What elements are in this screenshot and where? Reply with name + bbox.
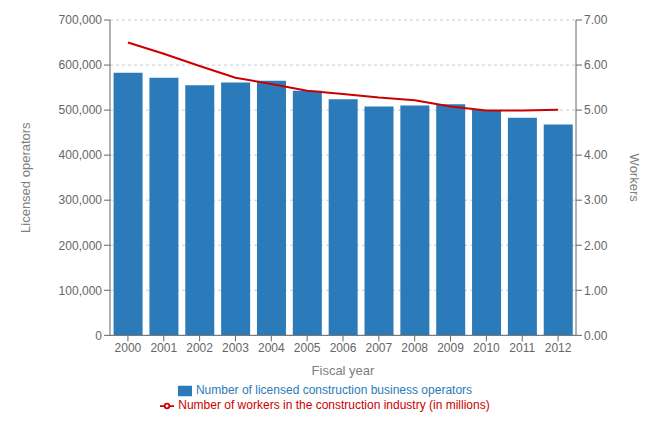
html-text:Number of licensed constructio: Number of licensed construction business… <box>195 383 473 398</box>
svg-text:2001: 2001 <box>150 341 177 355</box>
svg-text:2009: 2009 <box>437 341 464 355</box>
svg-text:2011: 2011 <box>509 341 535 355</box>
svg-text:3.00: 3.00 <box>584 193 608 207</box>
svg-text:2000: 2000 <box>115 341 142 355</box>
svg-text:2007: 2007 <box>365 341 392 355</box>
svg-text:400,000: 400,000 <box>59 148 103 162</box>
svg-text:0: 0 <box>95 329 102 343</box>
svg-text:4.00: 4.00 <box>584 148 608 162</box>
svg-text:Licensed operators: Licensed operators <box>18 122 33 233</box>
svg-text:500,000: 500,000 <box>59 103 103 117</box>
svg-text:300,000: 300,000 <box>59 193 103 207</box>
html-text:Number of workers in the const: Number of workers in the construction in… <box>178 398 490 413</box>
svg-text:1.00: 1.00 <box>584 284 608 298</box>
svg-text:700,000: 700,000 <box>59 13 103 27</box>
svg-text:6.00: 6.00 <box>584 58 608 72</box>
svg-text:600,000: 600,000 <box>59 58 103 72</box>
svg-text:200,000: 200,000 <box>59 239 103 253</box>
svg-text:2005: 2005 <box>294 341 321 355</box>
svg-text:2004: 2004 <box>258 341 285 355</box>
svg-text:100,000: 100,000 <box>59 284 103 298</box>
svg-text:Workers: Workers <box>627 154 642 203</box>
svg-text:7.00: 7.00 <box>584 13 608 27</box>
svg-text:2006: 2006 <box>330 341 357 355</box>
svg-text:2012: 2012 <box>545 341 572 355</box>
svg-text:2010: 2010 <box>473 341 500 355</box>
svg-text:0.00: 0.00 <box>584 329 608 343</box>
svg-text:2008: 2008 <box>401 341 428 355</box>
svg-text:5.00: 5.00 <box>584 103 608 117</box>
svg-text:2002: 2002 <box>186 341 213 355</box>
svg-text:2.00: 2.00 <box>584 239 608 253</box>
svg-text:2003: 2003 <box>222 341 249 355</box>
svg-text:Fiscal year: Fiscal year <box>312 363 376 378</box>
